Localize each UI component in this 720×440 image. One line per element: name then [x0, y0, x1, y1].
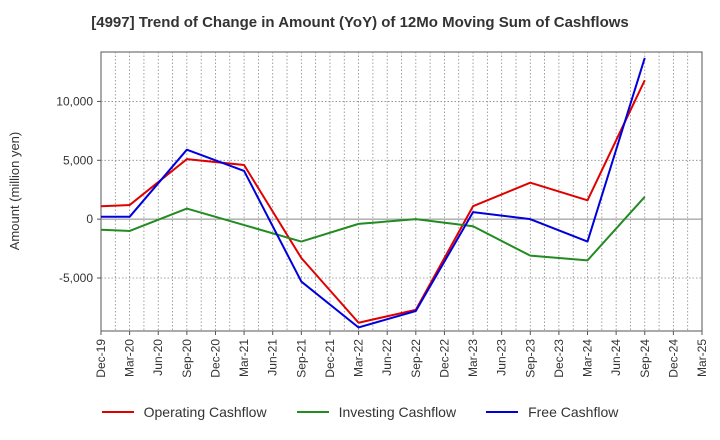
x-tick-label: Mar-20: [123, 339, 137, 377]
x-tick-label: Sep-22: [409, 339, 423, 378]
legend-label: Operating Cashflow: [143, 404, 267, 420]
x-tick-label: Sep-23: [523, 339, 537, 378]
x-tick-label: Jun-20: [151, 339, 165, 376]
y-tick-label: 10,000: [56, 94, 93, 108]
legend: Operating Cashflow Investing Cashflow Free…: [0, 404, 720, 420]
x-tick-label: Jun-21: [266, 339, 280, 376]
x-tick-label: Jun-23: [495, 339, 509, 376]
legend-swatch: [101, 411, 134, 413]
y-tick-label: 5,000: [63, 153, 93, 167]
x-tick-label: Dec-19: [94, 339, 108, 378]
x-tick-label: Mar-24: [581, 339, 595, 377]
legend-item-investing-cashflow: Investing Cashflow: [296, 404, 457, 420]
x-tick-label: Dec-22: [437, 339, 451, 378]
x-tick-label: Mar-25: [695, 339, 709, 377]
y-tick-label: -5,000: [59, 271, 93, 285]
chart-title: [4997] Trend of Change in Amount (YoY) o…: [91, 14, 629, 31]
x-tick-label: Dec-23: [552, 339, 566, 378]
legend-item-free-cashflow: Free Cashflow: [486, 404, 618, 420]
x-tick-label: Sep-20: [180, 339, 194, 378]
x-tick-label: Mar-23: [466, 339, 480, 377]
x-tick-label: Dec-20: [208, 339, 222, 378]
x-tick-label: Mar-22: [352, 339, 366, 377]
x-tick-label: Dec-21: [323, 339, 337, 378]
x-tick-label: Sep-24: [638, 339, 652, 378]
series-line-operating-cashflow: [100, 79, 646, 324]
x-tick-label: Mar-21: [237, 339, 251, 377]
legend-swatch: [486, 411, 519, 413]
legend-swatch: [296, 411, 329, 413]
legend-label: Free Cashflow: [528, 404, 619, 420]
legend-label: Investing Cashflow: [338, 404, 457, 420]
y-tick-label: 0: [86, 212, 93, 226]
y-axis-label: Amount (million yen): [7, 132, 22, 251]
x-tick-label: Dec-24: [666, 339, 680, 378]
x-tick-label: Sep-21: [294, 339, 308, 378]
x-tick-label: Jun-24: [609, 339, 623, 376]
x-tick-label: Jun-22: [380, 339, 394, 376]
legend-item-operating-cashflow: Operating Cashflow: [101, 404, 267, 420]
plot-frame: [100, 51, 703, 332]
